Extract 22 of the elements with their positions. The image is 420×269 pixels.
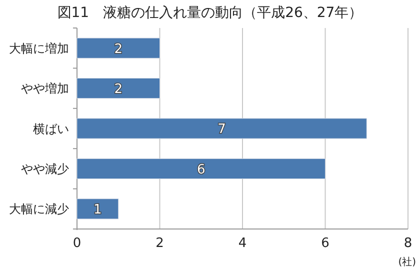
bar	[76, 78, 160, 99]
y-tick-label: 大幅に減少	[9, 202, 69, 216]
chart-title: 図11 液糖の仕入れ量の動向（平成26、27年）	[57, 5, 363, 21]
y-tick-label: 大幅に増加	[9, 41, 69, 56]
data-label: 6	[196, 162, 206, 178]
y-tick-label: 横ばい	[33, 122, 69, 136]
x-axis-title: (社)	[398, 256, 416, 268]
data-label: 1	[94, 202, 102, 218]
data-label: 7	[218, 122, 226, 138]
bar	[76, 118, 367, 139]
bar	[76, 158, 326, 179]
x-tick-label: 6	[321, 236, 330, 251]
y-tick-label: やや増加	[21, 82, 69, 96]
y-tick-label: やや減少	[21, 162, 69, 176]
x-tick-label: 8	[404, 236, 412, 251]
bar	[76, 38, 160, 58]
x-tick-label: 4	[238, 236, 247, 251]
x-tick-label: 0	[72, 236, 82, 251]
x-tick-label: 2	[156, 236, 164, 251]
bar	[76, 198, 119, 220]
data-label: 2	[114, 42, 123, 57]
data-label: 2	[114, 82, 123, 97]
